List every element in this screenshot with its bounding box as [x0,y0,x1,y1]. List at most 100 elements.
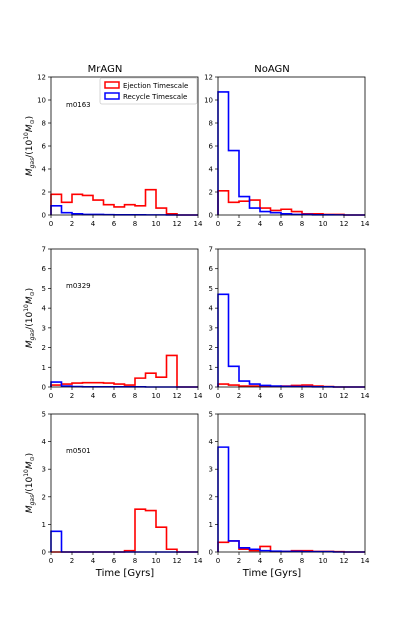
y-tick-label: 2 [42,344,46,352]
ylabel-m: M [25,505,35,513]
y-tick-label: 6 [42,143,47,151]
x-tick-label: 10 [152,392,161,400]
ylabel-msun: M [25,296,35,304]
series-recycle-step [217,293,365,388]
legend-frame [99,77,198,105]
ylabel-close: ) [25,116,35,120]
ylabel-exp: 10 [23,304,30,312]
ylabel-sub: gas [29,330,36,341]
x-tick-label: 8 [133,220,137,228]
ylabel-msun: M [25,461,35,469]
y-axis-label-row-0: Mgas/(1010M⊙) [23,116,36,176]
x-axis-label-left: Time [Gyrs] [95,568,155,579]
ylabel-msun: M [25,124,35,132]
x-tick-label: 4 [258,220,263,228]
y-tick-label: 4 [42,166,47,174]
x-tick-label: 12 [173,557,182,565]
x-tick-label: 6 [112,557,117,565]
column-title-noagn: NoAGN [254,64,290,75]
legend-swatch-ejection [104,81,120,89]
x-tick-label: 14 [361,220,370,228]
legend-label-ejection: Ejection Timescale [123,82,188,90]
x-tick-label: 8 [300,220,304,228]
ylabel-rest: /(10 [25,140,35,158]
x-tick-label: 0 [216,392,220,400]
x-tick-label: 2 [70,392,74,400]
series-ejection-step [51,508,198,553]
series-ejection-step [217,190,365,216]
ylabel-exp: 10 [23,469,30,477]
legend: Ejection Timescale Recycle Timescale [99,77,198,105]
y-tick-label: 2 [209,189,213,197]
x-tick-label: 8 [300,392,304,400]
x-tick-label: 6 [279,392,284,400]
y-axis-label-row-1: Mgas/(1010M⊙) [23,288,36,348]
ylabel-sub: gas [29,158,36,169]
y-tick-label: 5 [42,411,46,419]
ylabel-sun: ⊙ [29,456,36,461]
y-tick-label: 8 [42,120,46,128]
panel-frame [217,248,366,388]
y-tick-label: 1 [42,364,46,372]
y-tick-label: 10 [37,97,46,105]
legend-label-recycle: Recycle Timescale [123,93,187,101]
y-tick-label: 0 [209,212,213,220]
svg-text:Mgas/(1010M⊙): Mgas/(1010M⊙) [23,453,36,513]
x-tick-label: 12 [340,557,349,565]
x-tick-label: 12 [173,392,182,400]
x-tick-label: 4 [258,557,263,565]
y-tick-label: 2 [42,189,46,197]
panel-noagn-m0163: 0 2 4 6 8 10 12 14 0 2 4 6 8 10 12 [204,74,370,229]
series-recycle-step [217,446,365,553]
x-tick-label: 0 [216,220,220,228]
x-tick-label: 14 [194,557,203,565]
y-tick-label: 0 [42,384,46,392]
x-tick-label: 10 [152,557,161,565]
y-tick-label: 4 [209,166,214,174]
series-recycle-step [217,91,365,216]
x-tick-label: 0 [49,557,53,565]
y-tick-label: 12 [204,74,213,82]
panel-frame [217,76,366,216]
y-tick-label: 2 [209,344,213,352]
x-tick-label: 10 [319,220,328,228]
y-tick-label: 5 [42,285,46,293]
panel-galaxy-label: m0163 [66,101,91,109]
x-tick-label: 6 [279,557,284,565]
x-axis-label-right: Time [Gyrs] [242,568,302,579]
ylabel-rest: /(10 [25,477,35,495]
y-tick-label: 3 [209,324,213,332]
x-tick-label: 6 [112,392,117,400]
y-tick-label: 6 [42,265,47,273]
ylabel-sun: ⊙ [29,119,36,124]
x-tick-label: 4 [91,220,96,228]
x-tick-label: 0 [216,557,220,565]
y-tick-label: 1 [209,364,213,372]
series-ejection-step [50,354,198,388]
y-tick-label: 2 [209,493,213,501]
y-tick-label: 1 [42,521,46,529]
ylabel-sub: gas [29,495,36,506]
x-tick-label: 6 [112,220,117,228]
x-tick-label: 2 [237,557,241,565]
x-tick-label: 12 [340,220,349,228]
legend-swatch-recycle [104,92,120,100]
x-tick-label: 10 [319,557,328,565]
series-ejection-step [217,540,365,553]
x-tick-label: 14 [361,557,370,565]
panel-galaxy-label: m0501 [66,447,91,455]
y-tick-label: 0 [209,384,213,392]
y-tick-label: 7 [209,246,213,254]
y-tick-label: 0 [209,549,213,557]
y-tick-label: 8 [209,120,213,128]
ylabel-rest: /(10 [25,312,35,330]
y-tick-label: 7 [42,246,46,254]
x-tick-label: 8 [300,557,304,565]
x-tick-label: 2 [70,220,74,228]
x-tick-label: 12 [340,392,349,400]
panel-galaxy-label: m0329 [66,282,91,290]
svg-text:Mgas/(1010M⊙): Mgas/(1010M⊙) [23,116,36,176]
